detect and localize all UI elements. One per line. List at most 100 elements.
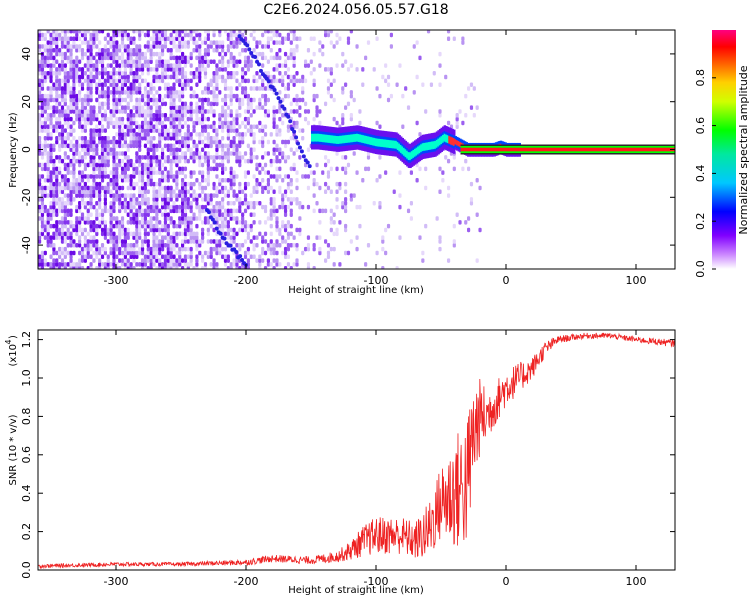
spectrogram-cell [72, 60, 75, 64]
spectrogram-cell [418, 167, 421, 172]
spectrogram-cell [258, 255, 261, 260]
spectrogram-cell [218, 40, 221, 45]
spectrogram-cell [161, 170, 164, 175]
spectrogram-cell [44, 56, 47, 61]
spectrogram-cell [335, 40, 338, 45]
spectrogram-cell [284, 52, 287, 57]
spectrogram-cell [130, 232, 133, 237]
spectrogram-cell [55, 67, 58, 72]
spectrogram-cell [87, 75, 90, 80]
spectrogram-cell [295, 44, 298, 49]
spectrogram-cell [218, 178, 221, 183]
spectrogram-cell [298, 228, 301, 233]
spectrogram-cell [318, 48, 321, 53]
spectrogram-cell [344, 167, 347, 172]
spectrogram-cell [353, 151, 356, 156]
spectrogram-cell [150, 82, 153, 87]
spectrogram-cell [192, 140, 195, 145]
spectrogram-cell [253, 220, 256, 225]
spectrogram-cell [267, 178, 270, 183]
spectrogram-cell [67, 37, 70, 42]
spectrogram-cell [52, 56, 55, 61]
spectrogram-cell [147, 232, 150, 237]
spectrogram-cell [132, 105, 135, 110]
spectrogram-cell [287, 243, 290, 248]
spectrogram-cell [121, 201, 124, 206]
spectrogram-cell [184, 71, 187, 76]
spectrogram-cell [264, 151, 267, 156]
spectrogram-cell [147, 266, 150, 271]
spectrogram-cell [470, 82, 473, 87]
spectrogram-cell [267, 109, 270, 114]
spectrogram-cell [121, 98, 124, 103]
spectrogram-cell [64, 151, 67, 156]
spectrogram-cell [52, 105, 55, 110]
spectrogram-cell [224, 94, 227, 99]
spectrogram-cell [290, 167, 293, 172]
spectrogram-cell [238, 125, 241, 129]
spectrogram-cell [175, 44, 178, 49]
spectrogram-cell [115, 132, 118, 137]
spectrogram-cell [324, 239, 327, 244]
spectrogram-cell [295, 186, 298, 191]
spectrogram-cell [464, 159, 467, 164]
spectrogram-cell [41, 163, 44, 168]
spectrogram-cell [147, 82, 150, 87]
spectrogram-cell [235, 174, 238, 179]
spectrogram-cell [270, 186, 273, 191]
spectrogram-cell [327, 86, 330, 91]
spectrogram-cell [250, 147, 253, 152]
spectrogram-cell [124, 163, 127, 168]
spectrogram-cell [127, 102, 130, 107]
spectrogram-cell [298, 79, 301, 84]
spectrogram-cell [72, 262, 75, 267]
spectrogram-cell [161, 193, 164, 198]
spectrogram-cell [287, 220, 290, 225]
spectrogram-cell [281, 220, 284, 225]
spectrogram-cell [87, 209, 90, 214]
spectrogram-cell [190, 86, 193, 91]
spectrogram-cell [92, 128, 95, 133]
spectrogram-cell [284, 174, 287, 179]
spectrogram-cell [301, 75, 304, 80]
spectrogram-cell [327, 186, 330, 191]
spectrogram-cell [295, 71, 298, 76]
spectrogram-cell [335, 205, 338, 210]
spectrogram-cell [278, 79, 281, 84]
spectrogram-cell [172, 56, 175, 61]
spectrogram-cell [355, 235, 358, 240]
snr-xtick-label: -300 [104, 575, 129, 588]
spectrogram-cell [132, 48, 135, 53]
spectrogram-cell [221, 121, 224, 126]
spectrogram-cell [132, 266, 135, 271]
spectrogram-cell [416, 75, 419, 80]
spectrogram-cell [410, 201, 413, 206]
spectrogram-cell [130, 109, 133, 114]
spectrogram-cell [49, 63, 52, 68]
spectrogram-cell [207, 117, 210, 122]
spectrogram-cell [58, 79, 61, 84]
spectrogram-cell [267, 71, 270, 76]
spectrogram-cell [293, 235, 296, 240]
spectrogram-cell [187, 105, 190, 110]
spectrogram-cell [89, 186, 92, 191]
spectrogram-cell [227, 255, 230, 260]
spectrogram-cell [447, 193, 450, 198]
spectrogram-cell [304, 174, 307, 179]
spectrogram-cell [318, 186, 321, 191]
spectrogram-cell [95, 182, 98, 187]
spectrogram-cell [364, 56, 367, 61]
colorbar: 0.00.20.40.60.8 Normalized spectral ampl… [694, 30, 750, 278]
spectrogram-cell [107, 71, 110, 76]
spectrogram-cell [275, 167, 278, 172]
spectrogram-cell [253, 155, 256, 160]
spectrogram-cell [278, 40, 281, 45]
spectrogram-cell [204, 186, 207, 191]
spectrogram-cell [107, 40, 110, 45]
spectrogram-cell [110, 109, 113, 114]
spectrogram-cell [284, 205, 287, 210]
spectrogram-cell [330, 247, 333, 252]
spectrogram-cell [278, 159, 281, 164]
spectrogram-cell [118, 258, 121, 263]
spectrogram-cell [127, 75, 130, 80]
